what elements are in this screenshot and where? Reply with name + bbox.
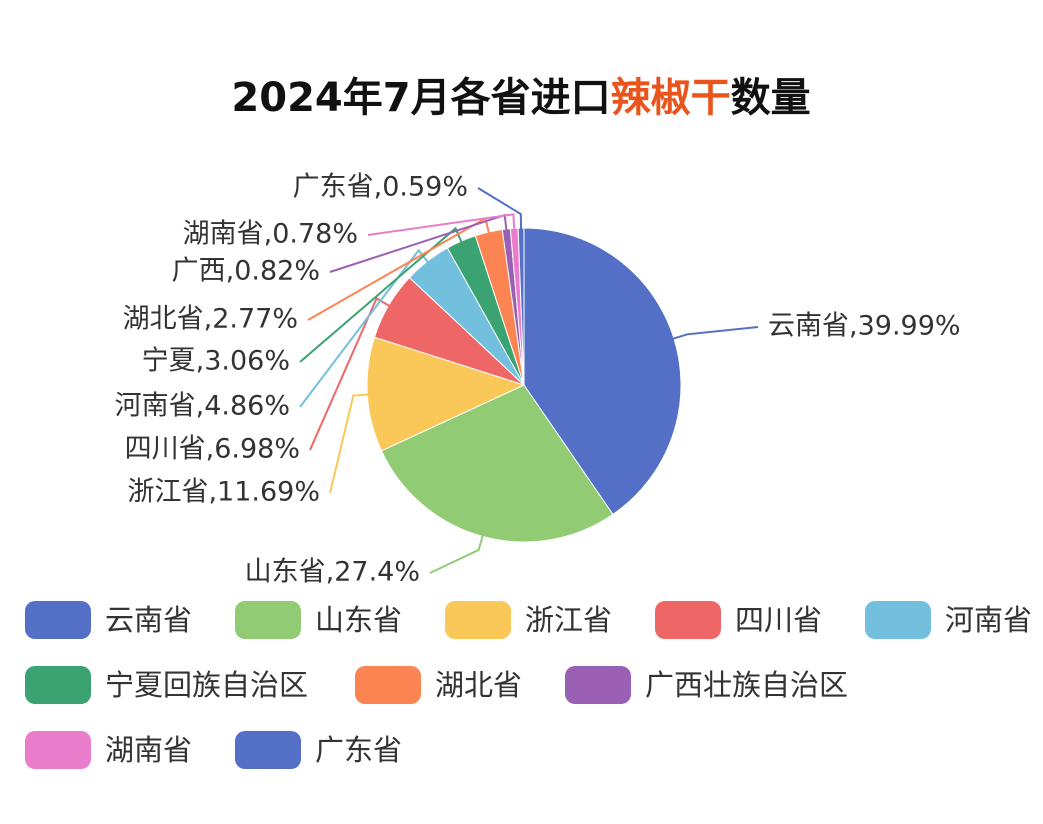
- legend-swatch: [25, 601, 91, 639]
- data-label: 宁夏,3.06%: [142, 346, 290, 377]
- leader-line: [477, 187, 523, 231]
- title-part: 数量: [731, 75, 811, 121]
- legend-swatch: [655, 601, 721, 639]
- title-part: 辣椒干: [611, 75, 731, 121]
- data-label: 广东省,0.59%: [293, 172, 468, 203]
- legend-swatch: [235, 731, 301, 769]
- legend-label: 四川省: [735, 603, 822, 637]
- legend-swatch: [25, 731, 91, 769]
- legend-swatch: [355, 666, 421, 704]
- data-label: 广西,0.82%: [172, 256, 320, 287]
- data-label: 云南省,39.99%: [768, 311, 961, 342]
- leader-line: [671, 326, 759, 340]
- legend-swatch: [565, 666, 631, 704]
- data-label: 湖北省,2.77%: [123, 304, 298, 335]
- legend-swatch: [235, 601, 301, 639]
- legend-swatch: [865, 601, 931, 639]
- leader-line: [309, 296, 391, 451]
- legend-swatch: [445, 601, 511, 639]
- legend-label: 浙江省: [525, 603, 612, 637]
- data-label: 四川省,6.98%: [125, 434, 300, 465]
- data-label: 湖南省,0.78%: [183, 219, 358, 250]
- legend-label: 湖北省: [435, 668, 522, 702]
- leader-line: [367, 213, 516, 236]
- data-label: 浙江省,11.69%: [127, 477, 320, 508]
- leader-line: [299, 226, 463, 363]
- legend-label: 云南省: [105, 603, 192, 637]
- legend-label: 湖南省: [105, 733, 192, 767]
- legend-label: 山东省: [315, 603, 402, 637]
- legend-label: 宁夏回族自治区: [105, 668, 308, 702]
- data-label: 河南省,4.86%: [115, 391, 290, 422]
- leader-line: [299, 248, 430, 408]
- legend-label: 广西壮族自治区: [645, 668, 848, 702]
- data-label: 山东省,27.4%: [245, 557, 420, 588]
- legend-label: 河南省: [945, 603, 1032, 637]
- chart-title: 2024年7月各省进口辣椒干数量: [231, 75, 810, 121]
- leader-line: [429, 534, 484, 574]
- legend-label: 广东省: [315, 733, 402, 767]
- legend-swatch: [25, 666, 91, 704]
- title-part: 2024年7月各省进口: [231, 75, 610, 121]
- leader-line: [329, 393, 370, 494]
